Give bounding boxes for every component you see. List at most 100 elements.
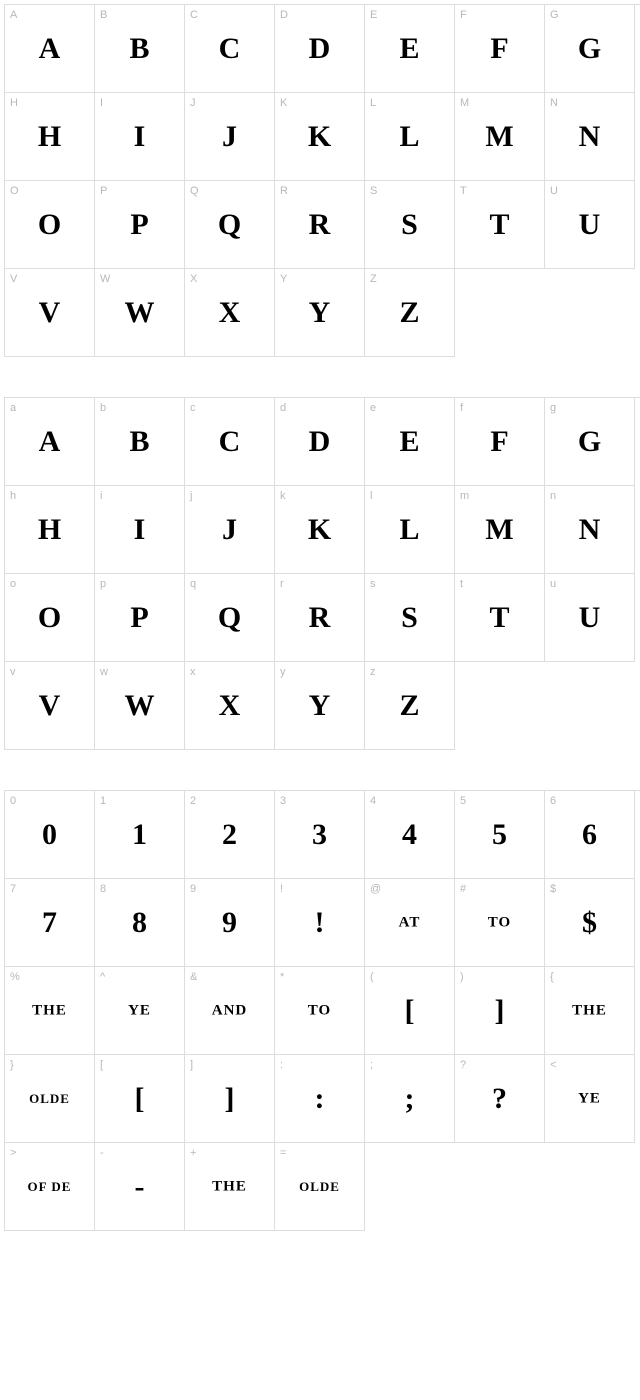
character-cell[interactable]: >OF DE bbox=[5, 1143, 95, 1231]
character-cell[interactable]: eE bbox=[365, 398, 455, 486]
character-cell[interactable]: ?? bbox=[455, 1055, 545, 1143]
character-cell[interactable]: ;; bbox=[365, 1055, 455, 1143]
character-cell[interactable]: [[ bbox=[95, 1055, 185, 1143]
key-label: t bbox=[460, 578, 463, 590]
key-label: ? bbox=[460, 1059, 466, 1071]
character-cell[interactable]: RR bbox=[275, 181, 365, 269]
key-label: P bbox=[100, 185, 107, 197]
key-label: $ bbox=[550, 883, 556, 895]
character-section: 00112233445566778899!!@AT#TO$$%THE^YE&AN… bbox=[4, 790, 640, 1231]
character-cell[interactable]: jJ bbox=[185, 486, 275, 574]
character-cell[interactable]: MM bbox=[455, 93, 545, 181]
key-label: T bbox=[460, 185, 467, 197]
character-cell[interactable]: 22 bbox=[185, 791, 275, 879]
character-cell[interactable]: <YE bbox=[545, 1055, 635, 1143]
character-cell[interactable]: UU bbox=[545, 181, 635, 269]
character-cell[interactable]: uU bbox=[545, 574, 635, 662]
character-cell[interactable]: sS bbox=[365, 574, 455, 662]
character-cell[interactable]: ([ bbox=[365, 967, 455, 1055]
character-cell[interactable]: iI bbox=[95, 486, 185, 574]
character-cell[interactable]: TT bbox=[455, 181, 545, 269]
character-cell[interactable]: ZZ bbox=[365, 269, 455, 357]
character-cell[interactable]: KK bbox=[275, 93, 365, 181]
character-cell[interactable]: ]] bbox=[185, 1055, 275, 1143]
character-cell[interactable]: =OLDE bbox=[275, 1143, 365, 1231]
character-cell[interactable]: @AT bbox=[365, 879, 455, 967]
character-cell[interactable]: PP bbox=[95, 181, 185, 269]
character-cell[interactable]: 99 bbox=[185, 879, 275, 967]
character-cell[interactable]: lL bbox=[365, 486, 455, 574]
character-cell[interactable]: fF bbox=[455, 398, 545, 486]
character-cell[interactable]: #TO bbox=[455, 879, 545, 967]
character-cell[interactable]: VV bbox=[5, 269, 95, 357]
character-cell[interactable]: xX bbox=[185, 662, 275, 750]
character-cell[interactable]: EE bbox=[365, 5, 455, 93]
character-cell[interactable]: -- bbox=[95, 1143, 185, 1231]
character-cell[interactable]: BB bbox=[95, 5, 185, 93]
key-label: U bbox=[550, 185, 558, 197]
character-cell[interactable]: pP bbox=[95, 574, 185, 662]
glyph: OLDE bbox=[299, 1179, 340, 1195]
character-cell[interactable]: !! bbox=[275, 879, 365, 967]
character-cell[interactable]: XX bbox=[185, 269, 275, 357]
character-cell[interactable]: gG bbox=[545, 398, 635, 486]
character-cell[interactable]: kK bbox=[275, 486, 365, 574]
character-cell[interactable]: nN bbox=[545, 486, 635, 574]
key-label: l bbox=[370, 490, 372, 502]
character-cell[interactable]: HH bbox=[5, 93, 95, 181]
character-cell[interactable]: %THE bbox=[5, 967, 95, 1055]
character-cell[interactable]: 33 bbox=[275, 791, 365, 879]
character-cell[interactable]: 44 bbox=[365, 791, 455, 879]
character-cell[interactable]: LL bbox=[365, 93, 455, 181]
character-cell[interactable]: CC bbox=[185, 5, 275, 93]
glyph: $ bbox=[582, 906, 597, 940]
character-cell[interactable]: +THE bbox=[185, 1143, 275, 1231]
character-cell[interactable]: WW bbox=[95, 269, 185, 357]
character-cell[interactable]: &AND bbox=[185, 967, 275, 1055]
glyph: 4 bbox=[402, 818, 417, 852]
character-cell[interactable]: rR bbox=[275, 574, 365, 662]
key-label: A bbox=[10, 9, 17, 21]
character-cell[interactable]: 11 bbox=[95, 791, 185, 879]
character-cell[interactable]: DD bbox=[275, 5, 365, 93]
character-cell[interactable]: QQ bbox=[185, 181, 275, 269]
character-cell[interactable]: vV bbox=[5, 662, 95, 750]
glyph: U bbox=[579, 208, 601, 242]
character-cell[interactable]: cC bbox=[185, 398, 275, 486]
character-cell[interactable]: SS bbox=[365, 181, 455, 269]
character-cell[interactable]: bB bbox=[95, 398, 185, 486]
character-cell[interactable]: :: bbox=[275, 1055, 365, 1143]
character-cell[interactable]: NN bbox=[545, 93, 635, 181]
character-cell[interactable]: qQ bbox=[185, 574, 275, 662]
character-cell[interactable]: tT bbox=[455, 574, 545, 662]
glyph: O bbox=[38, 601, 61, 635]
character-cell[interactable]: {THE bbox=[545, 967, 635, 1055]
character-cell[interactable]: AA bbox=[5, 5, 95, 93]
character-cell[interactable]: hH bbox=[5, 486, 95, 574]
character-cell[interactable]: aA bbox=[5, 398, 95, 486]
character-cell[interactable]: wW bbox=[95, 662, 185, 750]
character-cell[interactable]: 88 bbox=[95, 879, 185, 967]
character-cell[interactable]: mM bbox=[455, 486, 545, 574]
character-cell[interactable]: oO bbox=[5, 574, 95, 662]
character-cell[interactable]: $$ bbox=[545, 879, 635, 967]
character-cell[interactable]: 66 bbox=[545, 791, 635, 879]
character-cell[interactable]: 77 bbox=[5, 879, 95, 967]
character-cell[interactable]: YY bbox=[275, 269, 365, 357]
character-cell[interactable]: GG bbox=[545, 5, 635, 93]
character-cell[interactable]: ^YE bbox=[95, 967, 185, 1055]
character-cell[interactable]: II bbox=[95, 93, 185, 181]
character-cell[interactable]: 00 bbox=[5, 791, 95, 879]
character-cell[interactable]: yY bbox=[275, 662, 365, 750]
character-cell[interactable]: *TO bbox=[275, 967, 365, 1055]
character-cell[interactable]: JJ bbox=[185, 93, 275, 181]
character-cell[interactable]: )] bbox=[455, 967, 545, 1055]
character-cell[interactable]: OO bbox=[5, 181, 95, 269]
character-cell[interactable]: zZ bbox=[365, 662, 455, 750]
key-label: h bbox=[10, 490, 16, 502]
character-cell[interactable]: }OLDE bbox=[5, 1055, 95, 1143]
character-row: }OLDE[[]]::;;??<YE bbox=[5, 1055, 640, 1143]
character-cell[interactable]: dD bbox=[275, 398, 365, 486]
character-cell[interactable]: 55 bbox=[455, 791, 545, 879]
character-cell[interactable]: FF bbox=[455, 5, 545, 93]
